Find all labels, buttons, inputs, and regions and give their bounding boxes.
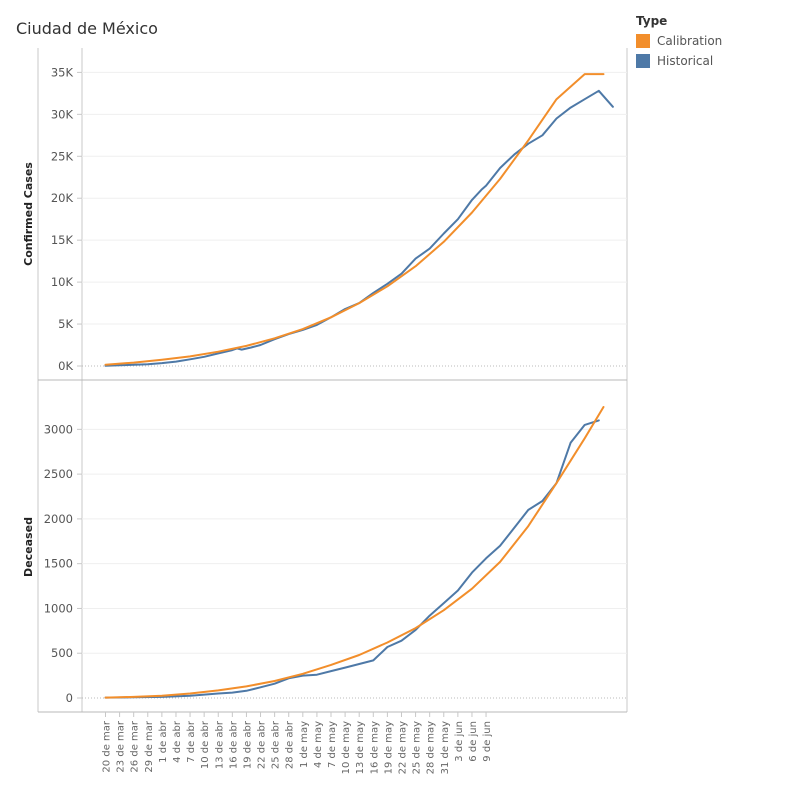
legend-swatch-historical: [636, 54, 650, 68]
x-tick-label: 25 de abr: [271, 720, 282, 769]
series-line-calibration: [104, 73, 605, 366]
y-axis-label: Confirmed Cases: [22, 162, 35, 266]
series-line-calibration: [104, 406, 605, 699]
x-tick-label: 7 de abr: [186, 720, 197, 763]
x-tick-label: 10 de abr: [200, 720, 211, 769]
x-tick-label: 4 de may: [313, 721, 324, 768]
x-tick-label: 6 de jun: [468, 721, 479, 762]
x-tick-label: 19 de abr: [242, 720, 253, 769]
x-tick-label: 22 de abr: [257, 720, 268, 769]
x-tick-label: 10 de may: [341, 721, 352, 774]
y-tick-label: 10K: [51, 275, 74, 289]
x-tick-label: 1 de may: [299, 721, 310, 768]
x-tick-label: 16 de abr: [228, 720, 239, 769]
legend: Type Calibration Historical: [636, 14, 722, 71]
x-tick-label: 19 de may: [383, 721, 394, 774]
legend-item-calibration[interactable]: Calibration: [636, 31, 722, 51]
chart-title: Ciudad de México: [16, 19, 158, 38]
legend-label-historical: Historical: [657, 54, 714, 68]
y-tick-label: 500: [51, 646, 73, 660]
y-tick-label: 25K: [51, 149, 74, 163]
x-tick-label: 20 de mar: [102, 720, 113, 772]
legend-label-calibration: Calibration: [657, 34, 723, 48]
y-tick-label: 20K: [51, 191, 74, 205]
y-tick-label: 3000: [44, 422, 73, 436]
x-tick-label: 28 de abr: [285, 720, 296, 769]
x-tick-label: 1 de abr: [158, 720, 169, 763]
x-tick-label: 28 de may: [426, 721, 437, 774]
x-tick-label: 13 de abr: [214, 720, 225, 769]
x-tick-label: 13 de may: [355, 721, 366, 774]
y-tick-label: 15K: [51, 233, 74, 247]
legend-swatch-calibration: [636, 34, 650, 48]
x-tick-label: 16 de may: [369, 721, 380, 774]
x-tick-label: 26 de mar: [130, 720, 141, 772]
y-tick-label: 1000: [44, 601, 73, 615]
x-tick-label: 7 de may: [327, 721, 338, 768]
x-tick-label: 3 de jun: [454, 721, 465, 762]
y-axis-label: Deceased: [22, 517, 35, 577]
y-tick-label: 35K: [51, 65, 74, 79]
x-tick-label: 22 de may: [398, 721, 409, 774]
y-tick-label: 1500: [44, 557, 73, 571]
series-line-historical: [104, 419, 600, 699]
x-tick-label: 23 de mar: [116, 720, 127, 772]
x-tick-label: 25 de may: [412, 721, 423, 774]
legend-title: Type: [636, 14, 668, 28]
y-tick-label: 30K: [51, 107, 74, 121]
x-tick-label: 29 de mar: [144, 720, 155, 772]
y-tick-label: 0K: [58, 359, 73, 373]
y-tick-label: 0: [66, 691, 73, 705]
x-tick-label: 4 de abr: [172, 720, 183, 763]
y-tick-label: 2500: [44, 467, 73, 481]
y-tick-label: 5K: [58, 317, 73, 331]
y-tick-label: 2000: [44, 512, 73, 526]
x-tick-label: 31 de may: [440, 721, 451, 774]
x-tick-label: 9 de jun: [482, 721, 493, 762]
legend-item-historical[interactable]: Historical: [636, 51, 722, 71]
